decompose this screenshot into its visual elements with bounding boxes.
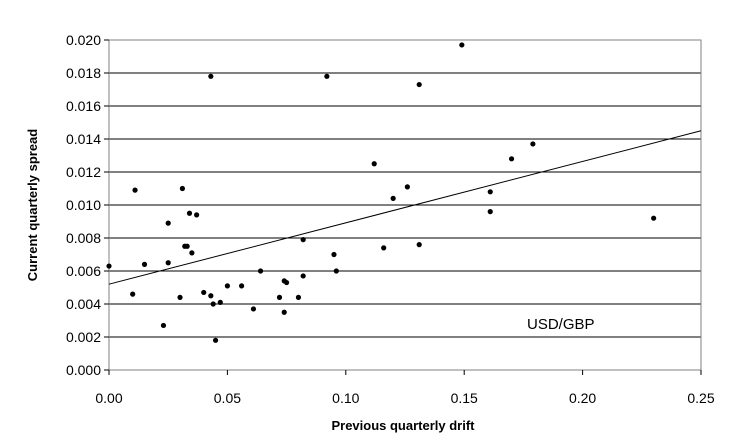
data-point xyxy=(130,291,136,297)
y-tick-label: 0.018 xyxy=(66,65,101,81)
data-point xyxy=(300,273,306,279)
data-point xyxy=(201,289,207,296)
y-tick-label: 0.000 xyxy=(66,362,101,378)
data-point xyxy=(212,337,219,343)
data-point xyxy=(324,73,330,79)
data-points xyxy=(106,42,657,343)
data-point xyxy=(459,42,465,48)
data-point xyxy=(132,187,138,193)
data-point xyxy=(487,189,493,195)
y-tick-label: 0.012 xyxy=(66,164,101,180)
data-point xyxy=(381,245,387,251)
x-tick-label: 0.25 xyxy=(687,390,714,406)
x-tick-label: 0.00 xyxy=(95,390,122,406)
axis-ticks: 0.000 0.002 0.004 0.006 0.008 0.010 0.012 0.014… xyxy=(66,32,715,406)
data-point xyxy=(331,251,337,258)
trendline-group xyxy=(108,130,702,285)
data-point xyxy=(487,209,493,215)
y-tick-label: 0.014 xyxy=(66,131,101,147)
data-point xyxy=(284,279,290,286)
data-point xyxy=(239,283,245,289)
data-point xyxy=(416,242,422,248)
data-point xyxy=(257,268,264,274)
y-tick-label: 0.002 xyxy=(66,329,101,345)
data-point xyxy=(224,283,230,289)
data-point xyxy=(208,73,214,79)
x-tick-label: 0.10 xyxy=(332,390,359,406)
y-tick-label: 0.008 xyxy=(66,230,101,246)
x-tick-label: 0.15 xyxy=(451,390,478,406)
data-point xyxy=(651,215,657,221)
data-point xyxy=(179,185,186,192)
data-point xyxy=(276,294,283,300)
data-point xyxy=(281,309,287,315)
data-point xyxy=(194,212,200,218)
y-tick-label: 0.020 xyxy=(66,32,101,48)
y-tick-label: 0.010 xyxy=(66,197,101,213)
data-point xyxy=(250,306,257,312)
data-point xyxy=(217,299,223,305)
data-point xyxy=(530,141,536,147)
x-axis-label: Previous quarterly drift xyxy=(331,418,475,433)
data-point xyxy=(333,268,339,274)
data-point xyxy=(165,260,171,266)
data-point xyxy=(295,294,302,300)
x-tick-label: 0.20 xyxy=(569,390,596,406)
data-point xyxy=(390,195,396,201)
data-point xyxy=(189,250,195,256)
y-tick-label: 0.004 xyxy=(66,296,101,312)
y-tick-label: 0.006 xyxy=(66,263,101,279)
data-point xyxy=(160,322,167,329)
data-point xyxy=(508,156,515,162)
data-point xyxy=(177,294,183,300)
trendline xyxy=(108,130,702,285)
data-point xyxy=(404,184,410,190)
y-axis-label: Current quarterly spread xyxy=(25,129,40,281)
data-point xyxy=(141,261,148,267)
data-point xyxy=(371,161,377,167)
y-tick-label: 0.016 xyxy=(66,98,101,114)
data-point xyxy=(208,293,214,299)
data-point xyxy=(416,81,422,88)
data-point xyxy=(184,243,190,249)
data-point xyxy=(165,220,171,226)
data-point xyxy=(300,237,306,243)
gridlines xyxy=(109,72,701,338)
x-tick-label: 0.05 xyxy=(214,390,241,406)
series-annotation: USD/GBP xyxy=(527,316,595,333)
data-point xyxy=(106,263,112,269)
data-point xyxy=(210,301,216,307)
data-point xyxy=(186,210,193,216)
